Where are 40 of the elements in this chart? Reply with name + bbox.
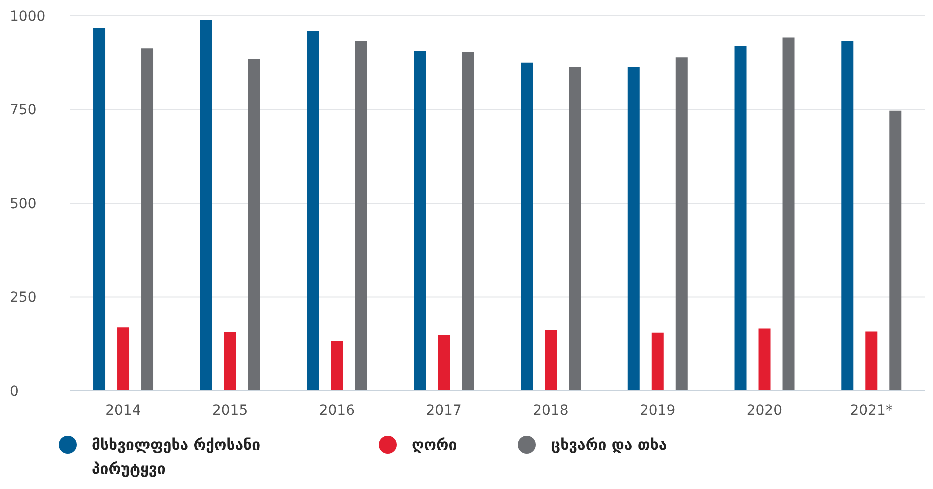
bar bbox=[545, 330, 558, 391]
x-tick-label: 2014 bbox=[106, 402, 142, 419]
x-tick-label: 2021* bbox=[850, 402, 893, 419]
legend-label: მსხვილფეხა რქოსანი პირუტყვი bbox=[92, 435, 262, 480]
y-tick-label: 0 bbox=[10, 384, 19, 400]
legend-label: ღორი bbox=[412, 435, 458, 456]
bar bbox=[890, 110, 902, 391]
y-tick-label: 750 bbox=[10, 102, 37, 119]
bar bbox=[652, 332, 664, 391]
bar bbox=[758, 328, 771, 391]
bar bbox=[142, 48, 154, 391]
x-tick-label: 2020 bbox=[746, 402, 783, 419]
bar bbox=[866, 332, 878, 391]
x-tick-label: 2017 bbox=[426, 402, 462, 419]
x-tick-label: 2018 bbox=[533, 402, 569, 419]
x-tick-label: 2016 bbox=[319, 402, 356, 419]
bar bbox=[200, 20, 212, 391]
bar bbox=[628, 67, 640, 391]
bar bbox=[355, 42, 368, 391]
bar bbox=[248, 59, 260, 391]
bar bbox=[782, 38, 795, 391]
y-tick-label: 250 bbox=[10, 290, 37, 306]
y-tick-label: 1000 bbox=[10, 8, 46, 25]
bar bbox=[569, 67, 582, 391]
y-tick-label: 500 bbox=[10, 196, 37, 212]
bar bbox=[462, 52, 474, 391]
x-tick-label: 2015 bbox=[212, 402, 248, 419]
bar bbox=[331, 341, 344, 391]
bar bbox=[842, 42, 854, 391]
bar bbox=[94, 28, 106, 391]
legend-label: ცხვარი და თხა bbox=[551, 435, 668, 456]
bar bbox=[521, 62, 534, 391]
bar bbox=[734, 46, 747, 391]
bar bbox=[438, 336, 450, 391]
bar bbox=[676, 58, 688, 391]
bar bbox=[224, 332, 236, 391]
x-tick-label: 2019 bbox=[640, 402, 676, 419]
bar bbox=[414, 51, 426, 391]
bar bbox=[118, 328, 130, 391]
bar bbox=[307, 31, 320, 391]
